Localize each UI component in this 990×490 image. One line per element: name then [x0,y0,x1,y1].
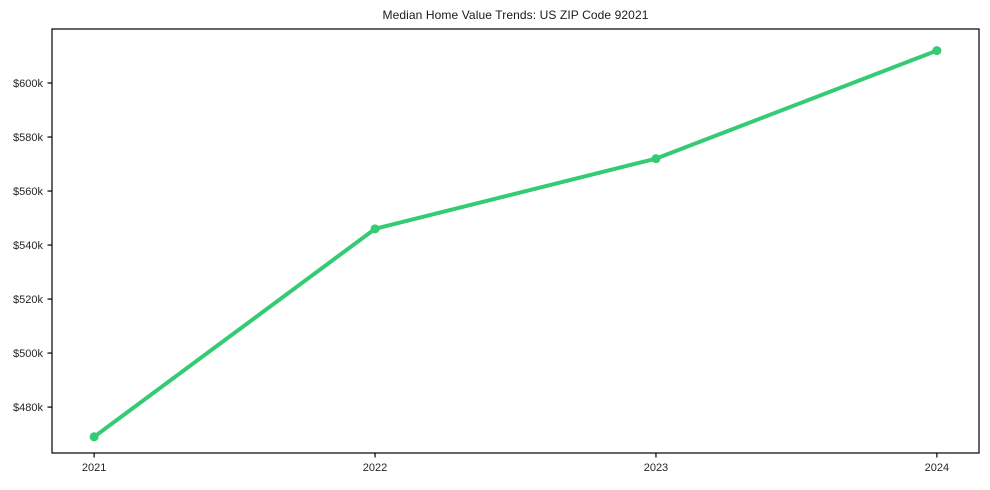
y-tick-label: $560k [13,186,43,198]
x-tick-label: 2023 [644,462,668,474]
y-tick-label: $540k [13,240,43,252]
y-tick-label: $480k [13,402,43,414]
chart-title: Median Home Value Trends: US ZIP Code 92… [382,8,649,22]
x-tick-label: 2024 [925,462,949,474]
data-point-2023 [651,154,661,164]
y-tick-label: $580k [13,132,43,144]
data-point-2021 [89,432,99,442]
y-tick-label: $520k [13,294,43,306]
y-tick-label: $600k [13,78,43,90]
x-tick-label: 2021 [82,462,106,474]
x-tick-label: 2022 [363,462,387,474]
trend-line [92,48,939,439]
plot-border [51,28,980,454]
y-tick-label: $500k [13,348,43,360]
data-point-2022 [370,224,380,234]
data-point-2024 [932,46,942,56]
